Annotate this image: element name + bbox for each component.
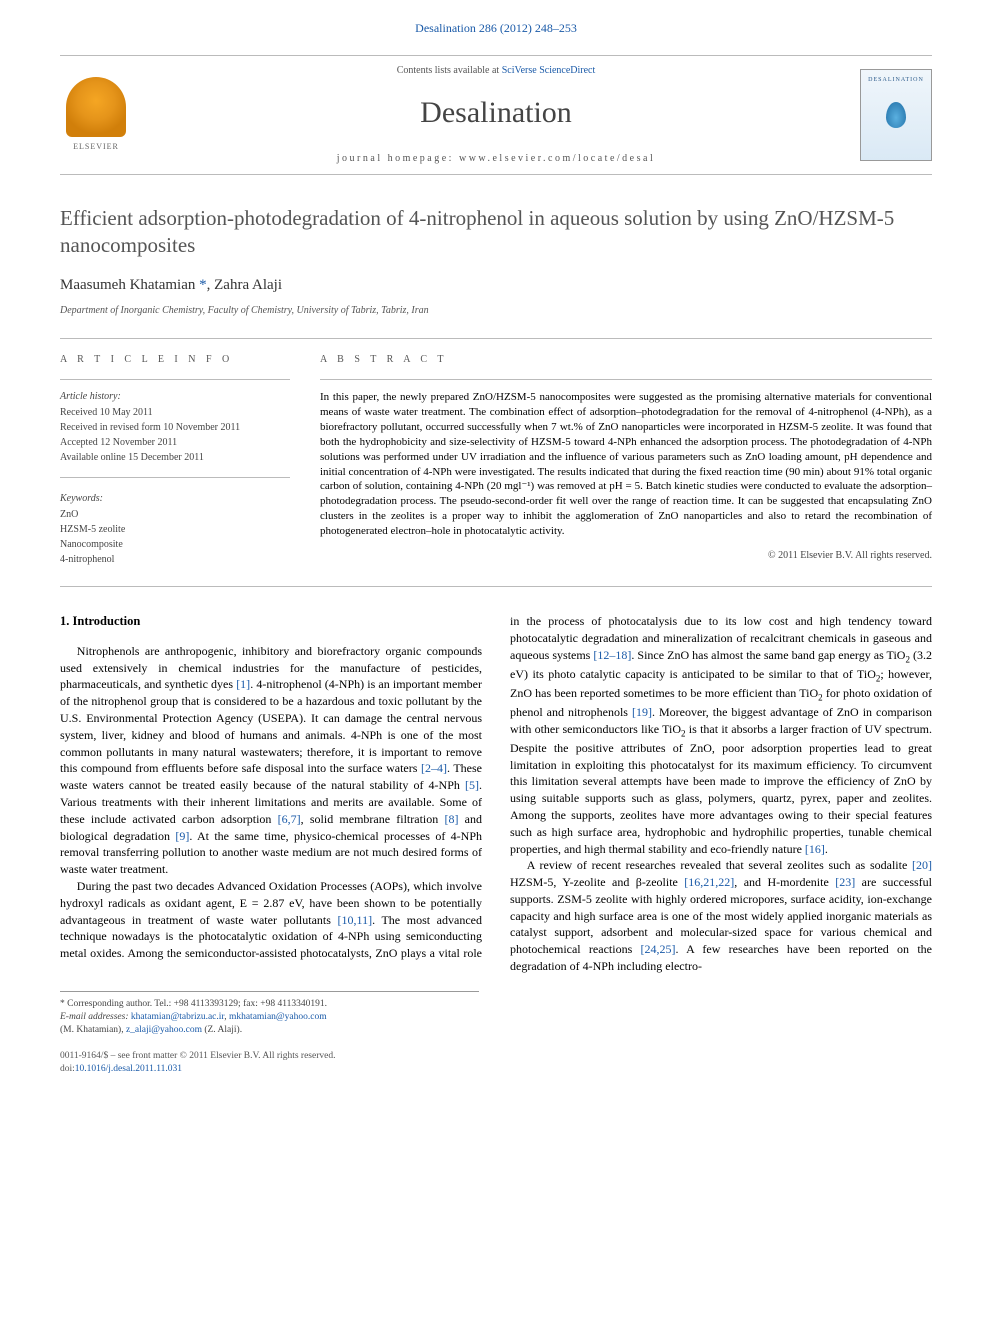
abstract-label: A B S T R A C T [320,353,932,367]
keyword: 4-nitrophenol [60,553,290,567]
keyword: ZnO [60,508,290,522]
email-line-2: (M. Khatamian), z_alaji@yahoo.com (Z. Al… [60,1024,479,1037]
divider [60,379,290,380]
article-info-label: A R T I C L E I N F O [60,353,290,367]
email-line: E-mail addresses: khatamian@tabrizu.ac.i… [60,1011,479,1024]
front-matter-line: 0011-9164/$ – see front matter © 2011 El… [60,1050,932,1063]
contents-prefix: Contents lists available at [397,65,502,76]
history-label: Article history: [60,390,290,404]
journal-cover-thumbnail: DESALINATION [860,69,932,161]
authors-line: Maasumeh Khatamian *, Zahra Alaji [60,275,932,296]
divider [60,477,290,478]
journal-homepage-line: journal homepage: www.elsevier.com/locat… [132,152,860,166]
contents-lists-line: Contents lists available at SciVerse Sci… [132,64,860,78]
email-link[interactable]: mkhatamian@yahoo.com [229,1012,327,1022]
history-line: Accepted 12 November 2011 [60,436,290,450]
body-columns: 1. Introduction Nitrophenols are anthrop… [60,613,932,974]
body-paragraph: Nitrophenols are anthropogenic, inhibito… [60,643,482,878]
keyword: HZSM-5 zeolite [60,523,290,537]
header-center: Contents lists available at SciVerse Sci… [132,64,860,166]
keywords-label: Keywords: [60,492,290,506]
article-title: Efficient adsorption-photodegradation of… [60,205,932,260]
history-line: Received in revised form 10 November 201… [60,421,290,435]
email-label: E-mail addresses: [60,1012,131,1022]
bottom-matter: 0011-9164/$ – see front matter © 2011 El… [60,1050,932,1076]
body-paragraph: A review of recent researches revealed t… [510,857,932,975]
elsevier-tree-icon [66,77,126,137]
citation-line: Desalination 286 (2012) 248–253 [60,20,932,37]
article-meta-block: A R T I C L E I N F O Article history: R… [60,339,932,586]
author-name-inline: (Z. Alaji). [202,1025,242,1035]
email-link[interactable]: z_alaji@yahoo.com [126,1025,202,1035]
homepage-prefix: journal homepage: [337,153,459,164]
corresponding-author-line: * Corresponding author. Tel.: +98 411339… [60,998,479,1011]
journal-header: ELSEVIER Contents lists available at Sci… [60,55,932,175]
divider [320,379,932,380]
water-drop-icon [886,102,906,128]
keyword: Nanocomposite [60,538,290,552]
journal-name: Desalination [132,92,860,134]
doi-line: doi:10.1016/j.desal.2011.11.031 [60,1063,932,1076]
affiliation: Department of Inorganic Chemistry, Facul… [60,304,932,318]
history-line: Available online 15 December 2011 [60,451,290,465]
publisher-logo: ELSEVIER [60,74,132,156]
doi-link[interactable]: 10.1016/j.desal.2011.11.031 [75,1064,182,1074]
author-name-inline: (M. Khatamian), [60,1025,126,1035]
journal-thumb-label: DESALINATION [868,76,924,84]
sciencedirect-link[interactable]: SciVerse ScienceDirect [502,65,596,76]
history-line: Received 10 May 2011 [60,406,290,420]
footnotes-block: * Corresponding author. Tel.: +98 411339… [60,991,479,1036]
article-info-panel: A R T I C L E I N F O Article history: R… [60,353,290,568]
divider [60,586,932,587]
abstract-panel: A B S T R A C T In this paper, the newly… [320,353,932,568]
abstract-copyright: © 2011 Elsevier B.V. All rights reserved… [320,549,932,563]
publisher-logo-label: ELSEVIER [73,141,119,152]
abstract-text: In this paper, the newly prepared ZnO/HZ… [320,390,932,538]
section-heading: 1. Introduction [60,613,482,631]
homepage-url[interactable]: www.elsevier.com/locate/desal [459,153,655,164]
email-link[interactable]: khatamian@tabrizu.ac.ir [131,1012,224,1022]
